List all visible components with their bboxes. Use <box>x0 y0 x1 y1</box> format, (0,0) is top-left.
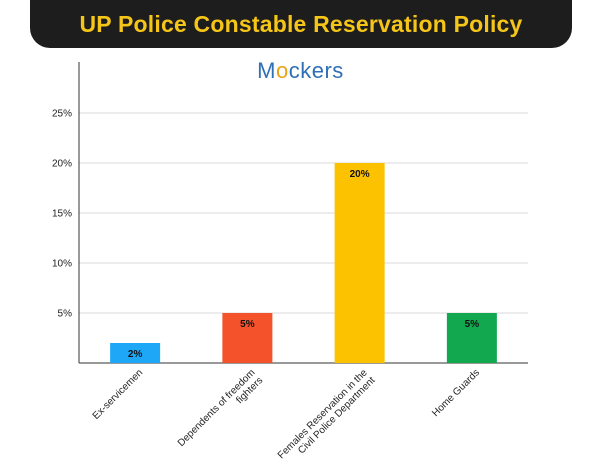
bar-4 <box>446 313 497 363</box>
y-tick-label: 15% <box>52 209 72 220</box>
bar-value-label: 2% <box>128 349 143 360</box>
logo-text-end: ckers <box>288 58 344 83</box>
x-category-label: Females Reservation in theCivil Police D… <box>276 367 378 469</box>
y-tick-label: 25% <box>52 109 72 120</box>
bar-value-label: 5% <box>465 319 480 330</box>
x-category-label: Home Guards <box>430 367 482 419</box>
y-tick-label: 5% <box>58 309 73 320</box>
logo-text-start: M <box>257 58 276 83</box>
x-category-label: Dependents of freedomfighters <box>176 367 265 456</box>
bar-3 <box>334 163 385 363</box>
bar-1 <box>110 343 161 363</box>
bar-value-label: 20% <box>350 169 370 180</box>
x-category-label: Ex-servicemen <box>91 367 146 422</box>
bar-2 <box>222 313 273 363</box>
chart-title: UP Police Constable Reservation Policy <box>79 10 523 37</box>
y-tick-label: 20% <box>52 159 72 170</box>
y-tick-label: 10% <box>52 259 72 270</box>
bar-value-label: 5% <box>240 319 255 330</box>
title-banner: UP Police Constable Reservation Policy <box>30 0 572 48</box>
brand-logo: Mockers <box>0 58 601 84</box>
logo-ring-icon: o <box>276 58 289 83</box>
